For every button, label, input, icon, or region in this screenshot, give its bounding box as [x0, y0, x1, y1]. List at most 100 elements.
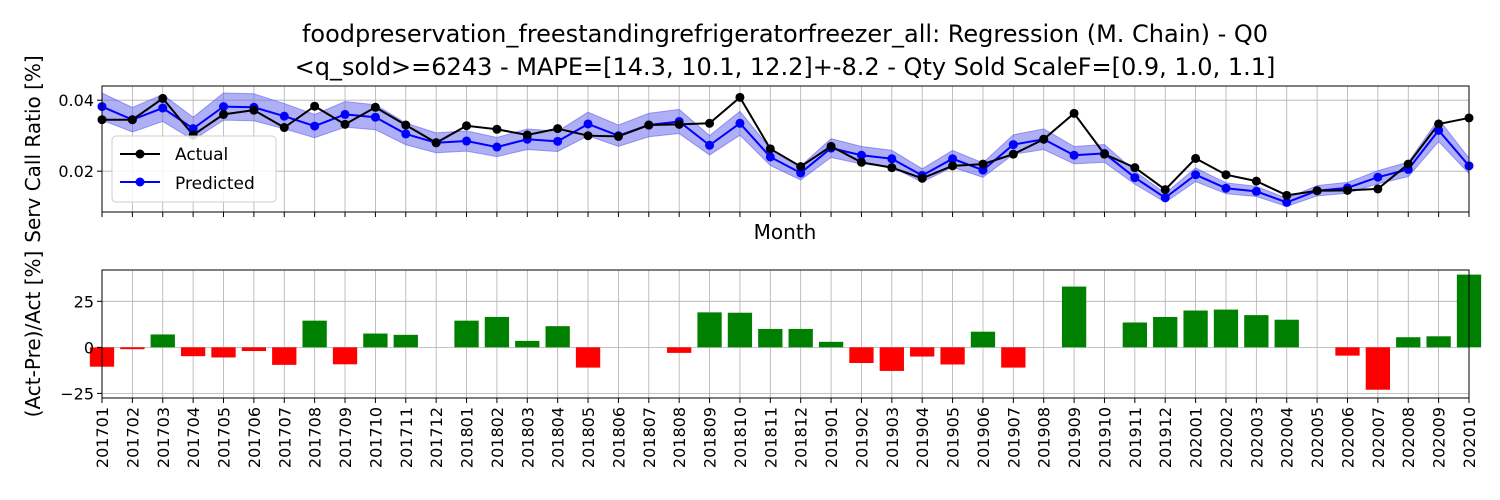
actual-point — [765, 144, 775, 154]
x-tick-label: 201812 — [792, 407, 811, 468]
top-x-ticks — [101, 212, 1470, 217]
error-bar — [302, 320, 327, 348]
predicted-point — [1160, 193, 1170, 203]
top-y-tick-label: 0.04 — [58, 91, 94, 110]
error-bar — [910, 347, 935, 357]
actual-point — [249, 105, 259, 115]
predicted-point — [735, 118, 745, 128]
actual-point — [887, 163, 897, 173]
legend-actual-label: Actual — [175, 145, 228, 165]
actual-point — [1130, 163, 1140, 173]
line-series — [101, 95, 1470, 204]
x-tick-label: 201711 — [397, 407, 416, 468]
x-tick-label: 201811 — [761, 407, 780, 468]
x-tick-label: 201804 — [549, 407, 568, 468]
x-tick-label: 201705 — [215, 407, 234, 468]
error-bar — [211, 347, 236, 358]
legend-actual-marker — [135, 149, 145, 159]
error-bars — [89, 274, 1482, 390]
top-y-axis-label: Serv Call Ratio [%] — [21, 55, 45, 242]
predicted-band — [101, 92, 1470, 207]
x-tick-label: 201701 — [93, 407, 112, 468]
actual-point — [1373, 184, 1383, 194]
actual-point — [917, 173, 927, 183]
actual-point — [1069, 108, 1079, 118]
error-bar — [940, 347, 965, 365]
x-tick-label: 201805 — [579, 407, 598, 468]
x-tick-label: 201912 — [1156, 407, 1175, 468]
x-tick-label: 201908 — [1035, 407, 1054, 468]
bottom-x-ticks: 201701 201702 201703 201704 201705 201706 2017… — [93, 398, 1479, 468]
actual-point — [978, 159, 988, 169]
actual-point — [856, 157, 866, 167]
actual-point — [674, 119, 684, 129]
legend-predicted-label: Predicted — [175, 174, 255, 194]
error-bar — [150, 334, 175, 348]
x-tick-label: 201708 — [306, 407, 325, 468]
chart-title-line1: foodpreservation_freestandingrefrigerato… — [302, 20, 1268, 48]
actual-point — [1039, 134, 1049, 144]
error-bar — [818, 341, 844, 348]
x-tick-label: 201907 — [1004, 407, 1023, 468]
x-tick-label: 202003 — [1247, 407, 1266, 468]
actual-point — [796, 162, 806, 172]
predicted-point — [1251, 186, 1261, 196]
x-tick-label: 201906 — [974, 407, 993, 468]
actual-point — [370, 102, 380, 112]
top-y-ticks: 0.02 0.04 — [58, 91, 102, 181]
actual-point — [1099, 149, 1109, 159]
x-tick-label: 201901 — [822, 407, 841, 468]
predicted-point — [1191, 170, 1201, 180]
error-bar — [1153, 316, 1178, 348]
x-tick-label: 201710 — [366, 407, 385, 468]
predicted-point — [1069, 150, 1079, 160]
error-bar — [788, 328, 813, 348]
actual-point — [1312, 186, 1322, 196]
predicted-point — [856, 150, 866, 160]
x-tick-label: 202007 — [1369, 407, 1388, 468]
error-bar — [332, 347, 358, 365]
actual-point — [158, 93, 168, 103]
x-tick-label: 201807 — [640, 407, 659, 468]
actual-point — [127, 115, 137, 125]
bottom-y-axis-label: (Act-Pre)/Act [%] — [21, 251, 45, 418]
x-tick-label: 201712 — [427, 407, 446, 468]
x-tick-label: 202001 — [1187, 407, 1206, 468]
predicted-point — [492, 142, 502, 152]
predicted-point — [1221, 183, 1231, 193]
bottom-plot-frame — [101, 269, 1470, 399]
error-bar — [545, 326, 570, 348]
x-tick-label: 201902 — [852, 407, 871, 468]
x-tick-label: 201802 — [488, 407, 507, 468]
error-bar — [120, 347, 145, 350]
x-tick-label: 202006 — [1338, 407, 1357, 468]
actual-point — [279, 123, 289, 133]
chart-title-line2: <q_sold>=6243 - MAPE=[14.3, 10.1, 12.2]+… — [295, 53, 1276, 81]
actual-point — [522, 130, 532, 140]
top-x-axis-label: Month — [754, 220, 817, 244]
x-tick-label: 201702 — [123, 407, 142, 468]
actual-point — [431, 138, 441, 148]
x-tick-label: 201703 — [154, 407, 173, 468]
error-bar — [667, 347, 692, 353]
x-tick-label: 201909 — [1065, 407, 1084, 468]
x-tick-label: 201707 — [275, 407, 294, 468]
error-bar — [180, 347, 206, 357]
error-bar — [1183, 310, 1208, 348]
predicted-point — [1434, 125, 1444, 135]
error-bar — [1274, 319, 1299, 348]
actual-point — [401, 120, 411, 130]
top-y-tick-label: 0.02 — [58, 162, 94, 181]
error-bar — [484, 316, 510, 348]
actual-point — [1403, 159, 1413, 169]
predicted-point — [1130, 173, 1140, 183]
predicted-point — [765, 152, 775, 162]
legend-box — [111, 135, 277, 203]
error-bar — [1426, 336, 1451, 348]
x-tick-label: 202010 — [1460, 407, 1479, 468]
x-tick-label: 201808 — [670, 407, 689, 468]
top-plot-frame — [101, 85, 1470, 213]
actual-point — [613, 131, 623, 141]
x-tick-label: 201801 — [458, 407, 477, 468]
x-tick-label: 201704 — [184, 407, 203, 468]
